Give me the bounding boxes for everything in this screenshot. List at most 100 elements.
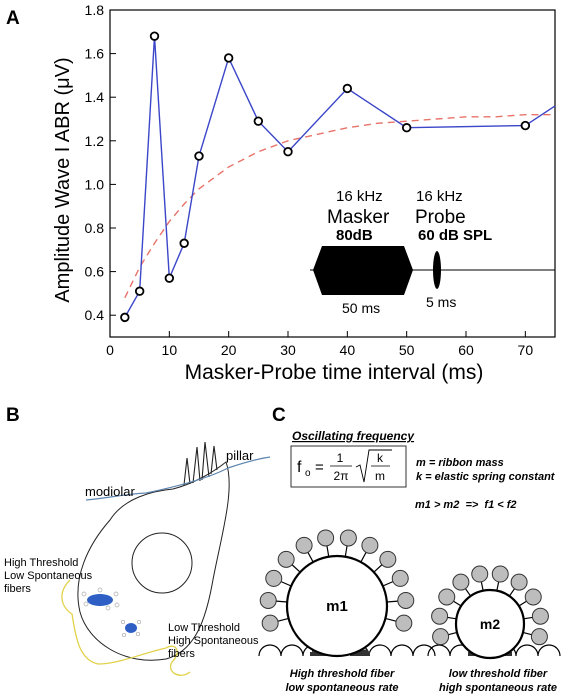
vesicle: [397, 591, 415, 609]
tether: [385, 617, 397, 622]
tether: [448, 631, 458, 636]
panel-a-label: A: [6, 8, 20, 29]
measured-markers: [120, 31, 531, 323]
tether: [291, 564, 301, 573]
svg-text:m: m: [375, 469, 385, 483]
y-axis: 0.4 0.6 0.8 1.0 1.2 1.4 1.6 1.8: [85, 2, 116, 323]
tether: [522, 631, 532, 636]
data-point: [120, 312, 130, 323]
fit-curve: [124, 113, 555, 299]
tether: [326, 545, 330, 557]
formula-box: [290, 445, 407, 488]
probe-burst: [433, 251, 441, 289]
svg-text:o: o: [305, 468, 311, 479]
stereocilia: [183, 441, 218, 486]
label-pillar: pillar: [226, 448, 254, 463]
vesicle: [432, 628, 450, 646]
svg-text:2π: 2π: [334, 469, 349, 483]
tether: [496, 581, 500, 591]
svg-text:k: k: [377, 451, 384, 465]
vesicle: [277, 550, 295, 568]
tether: [373, 564, 383, 573]
tether: [277, 617, 289, 622]
afferent-fiber-right: [165, 645, 191, 676]
tether: [344, 545, 348, 557]
probe-duration: 5 ms: [426, 294, 456, 310]
x-tick-label: 40: [340, 342, 356, 358]
caption-m1-line2: low spontaneous rate: [285, 682, 398, 694]
data-point: [283, 146, 293, 157]
nucleus: [131, 532, 193, 594]
masker-frequency: 16 kHz: [336, 188, 383, 205]
data-point: [253, 116, 264, 126]
y-tick-label: 1.2: [85, 133, 105, 149]
mass-frequency-relation: m1 > m2 => f1 < f2: [415, 499, 517, 511]
x-tick-label: 30: [280, 342, 296, 358]
ribbon-m1: [258, 529, 436, 658]
vesicle: [471, 565, 489, 583]
masker-burst: [313, 246, 413, 295]
label-low-threshold-2: High Spontaneous: [168, 635, 259, 647]
ribbon-body: [454, 588, 526, 660]
vesicle: [431, 607, 449, 625]
synaptic-vesicles: [81, 587, 142, 638]
caption-m1-line1: High threshold fiber: [290, 668, 395, 680]
tether: [386, 600, 398, 603]
vesicle: [491, 565, 509, 583]
data-point: [134, 286, 145, 296]
plot-frame: [109, 9, 556, 338]
y-tick-label: 0.4: [85, 307, 105, 323]
tether: [276, 600, 288, 603]
y-tick-label: 0.8: [85, 220, 105, 236]
vesicle: [295, 536, 313, 554]
vesicle: [531, 607, 549, 625]
x-tick-label: 60: [458, 342, 474, 358]
y-tick-label: 0.6: [85, 264, 105, 280]
x-tick-label: 70: [518, 342, 534, 358]
vesicle: [317, 529, 335, 547]
probe-frequency: 16 kHz: [416, 188, 463, 205]
svg-text:f: f: [297, 459, 302, 476]
caption-m2-line1: low threshold fiber: [449, 668, 548, 680]
ribbon-m2-label: m2: [480, 616, 500, 632]
tether: [518, 600, 527, 607]
x-tick-label: 0: [106, 342, 114, 358]
ribbon-body: [285, 554, 389, 658]
frequency-formula: f o = 1 2π k m: [297, 449, 392, 483]
apical-membrane: [85, 456, 271, 501]
svg-text:1: 1: [337, 451, 344, 465]
vesicle: [510, 573, 528, 591]
y-tick-label: 1.4: [85, 89, 105, 105]
masker-level: 80dB: [336, 227, 373, 244]
y-axis-label: Amplitude Wave I ABR (μV): [52, 57, 74, 302]
vesicle: [524, 588, 542, 606]
x-tick-label: 10: [162, 342, 178, 358]
tether: [307, 552, 314, 563]
vesicle: [261, 614, 279, 632]
caption-m2-line2: high spontaneous rate: [439, 682, 557, 694]
tether: [382, 581, 394, 587]
vesicle: [452, 573, 470, 591]
data-point: [401, 123, 412, 133]
vesicle: [438, 588, 456, 606]
ribbon-m1-label: m1: [326, 598, 348, 615]
tether: [360, 552, 367, 563]
data-point: [179, 238, 189, 248]
definition-k: k = elastic spring constant: [416, 471, 556, 483]
x-tick-label: 20: [221, 342, 237, 358]
masker-label: Masker: [327, 207, 390, 228]
label-high-threshold-3: fibers: [4, 583, 31, 595]
label-high-threshold-1: High Threshold: [4, 557, 78, 569]
oscillating-frequency-title: Oscillating frequency: [292, 429, 415, 443]
panel-a-chart: 0 10 20 30 40 50 60 70 0.4 0.6 0.8 1.0 1.2 1.4 1.6 1.8…: [52, 2, 556, 384]
data-point: [149, 31, 160, 41]
x-axis-label: Masker-Probe time interval (ms): [185, 361, 484, 384]
y-tick-label: 1.6: [85, 46, 105, 62]
vesicle: [530, 628, 548, 646]
panel-c-label: C: [272, 405, 286, 426]
data-point: [194, 151, 204, 161]
x-axis: 0 10 20 30 40 50 60 70: [106, 331, 533, 358]
tether: [453, 600, 462, 607]
y-tick-label: 1.0: [85, 176, 105, 192]
